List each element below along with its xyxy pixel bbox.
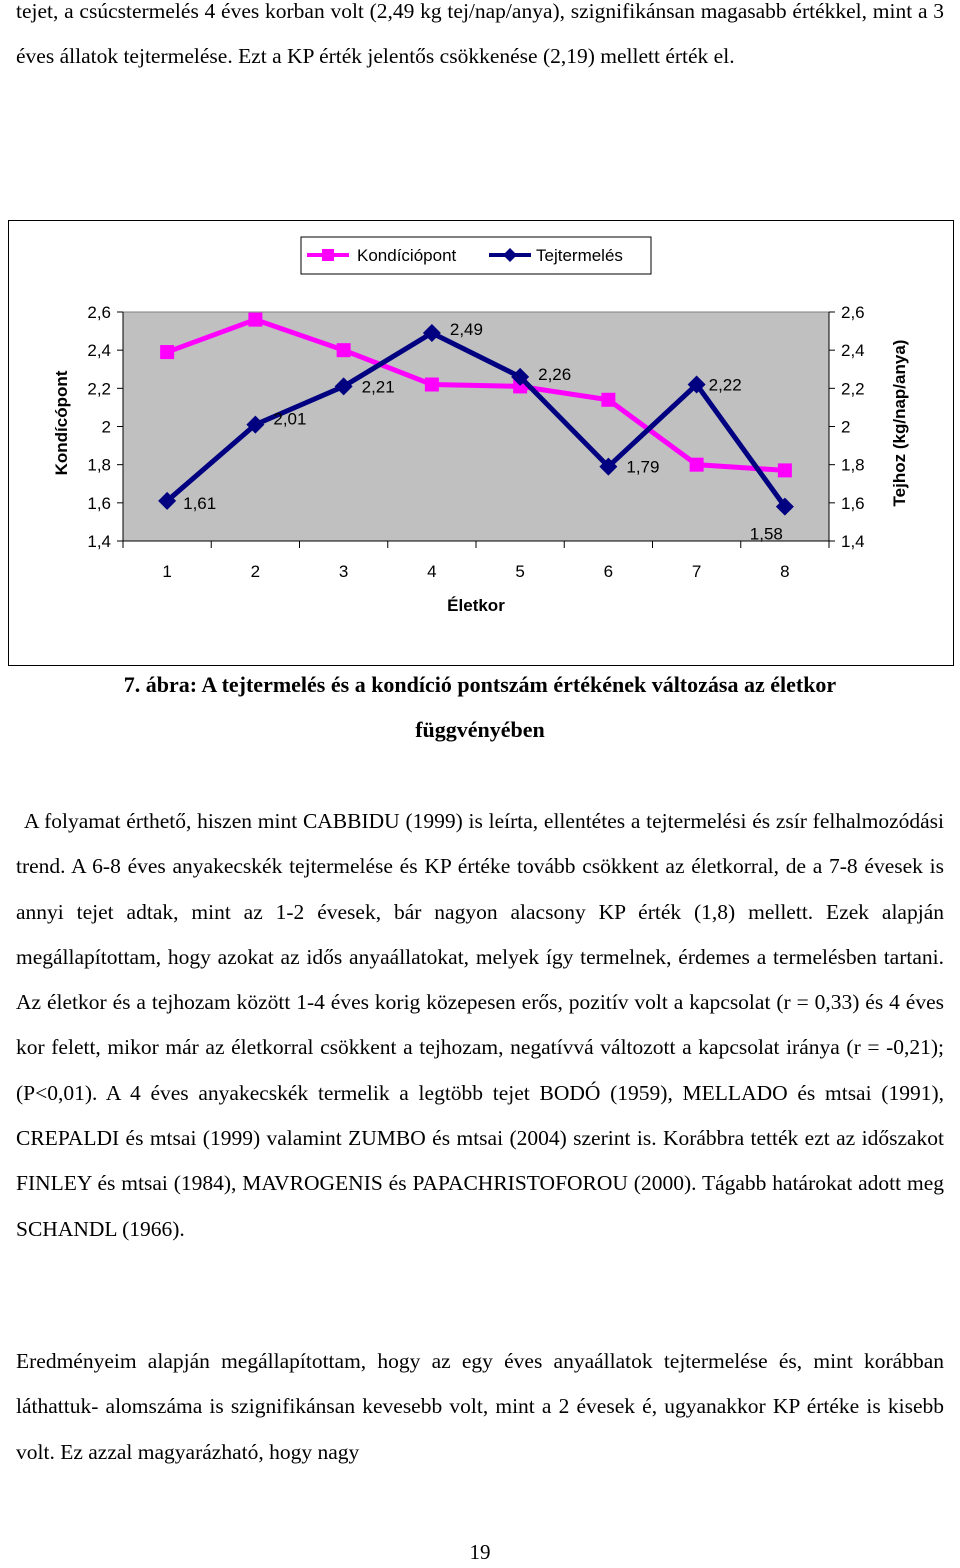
kondiciopont-point (601, 392, 616, 407)
data-label: 1,79 (626, 458, 659, 477)
legend-tej-marker (503, 248, 517, 262)
tejtermeles-point (687, 375, 706, 394)
tejtermeles-point (511, 367, 530, 386)
legend-box (300, 236, 652, 275)
data-label: 2,26 (538, 365, 571, 384)
data-label: 2,21 (362, 377, 395, 396)
y-tick-label-left: 2,6 (87, 303, 111, 322)
caption-line-1: 7. ábra: A tejtermelés és a kondíció pon… (123, 672, 837, 697)
tejtermeles-point (158, 491, 177, 510)
line-chart: Kondíciópont Tejtermelés 2,62,42,221,81,… (52, 236, 909, 615)
series-line-tejtermeles (165, 330, 787, 509)
x-tick-label: 1 (162, 562, 171, 581)
y-tick-label-right: 2,2 (841, 379, 865, 398)
y-tick-label-left: 1,4 (87, 532, 111, 551)
tejtermeles-point (422, 323, 441, 342)
y-tick-label-left: 1,8 (87, 456, 111, 475)
x-tick-label: 4 (427, 562, 436, 581)
legend-kondicio-label: Kondíciópont (357, 246, 457, 265)
y-tick-label-left: 2 (102, 418, 111, 437)
kondiciopont-point (689, 457, 704, 472)
legend-kondicio-marker (322, 249, 334, 261)
tejtermeles-point (775, 497, 794, 516)
y-tick-label-right: 2 (841, 418, 850, 437)
data-label: 1,61 (183, 494, 216, 513)
tejtermeles-point (334, 377, 353, 396)
legend: Kondíciópont Tejtermelés (300, 236, 652, 275)
x-axis-title: Életkor (447, 596, 505, 615)
y-axis-title-right: Tejhoz (kg/nap/anya) (890, 340, 909, 507)
figure-caption: 7. ábra: A tejtermelés és a kondíció pon… (16, 662, 944, 752)
intro-paragraph: tejet, a csúcstermelés 4 éves korban vol… (16, 0, 944, 69)
kondiciopont-point (777, 463, 792, 478)
y-tick-label-left: 2,2 (87, 379, 111, 398)
tejtermeles-point (599, 457, 618, 476)
x-tick-label: 3 (339, 562, 348, 581)
plot-area (122, 311, 830, 542)
x-tick-label: 7 (692, 562, 701, 581)
axes: 2,62,42,221,81,61,42,62,42,221,81,61,41 2… (87, 303, 864, 581)
data-label: 1,58 (750, 525, 783, 544)
chart-frame: Kondíciópont Tejtermelés 2,6 2,4 2,2 2 1,8 1,… (8, 220, 954, 666)
kondiciopont-point (336, 343, 351, 358)
series-line-kondiciopont (166, 316, 786, 473)
legend-tej-label: Tejtermelés (536, 246, 623, 265)
data-label: 2,49 (450, 320, 483, 339)
x-tick-label: 6 (604, 562, 613, 581)
y-tick-label-right: 1,6 (841, 494, 865, 513)
y-axis-title-left: Kondícópont (52, 370, 71, 475)
y-tick-label-left: 1,6 (87, 494, 111, 513)
y-tick-label-left: 2,4 (87, 341, 111, 360)
data-label: 2,01 (273, 410, 306, 429)
page-number: 19 (469, 1540, 491, 1564)
caption-line-2: függvényében (415, 717, 545, 742)
series-layer: 1,61 2,01 2,21 2,49 2,26 1,79 2,22 1,58 (158, 312, 794, 544)
x-tick-label: 2 (251, 562, 260, 581)
kondiciopont-point (248, 312, 263, 327)
x-tick-label: 5 (515, 562, 524, 581)
x-tick-label: 8 (780, 562, 789, 581)
body-paragraph-1: A folyamat érthető, hiszen mint CABBIDU … (16, 809, 944, 1241)
y-tick-label-right: 2,6 (841, 303, 865, 322)
tejtermeles-point (246, 415, 265, 434)
kondiciopont-point (160, 345, 175, 360)
kondiciopont-point (424, 377, 439, 392)
data-label: 2,22 (709, 376, 742, 395)
y-tick-label-right: 1,4 (841, 532, 865, 551)
body-paragraph-2: Eredményeim alapján megállapítottam, hog… (16, 1349, 944, 1464)
y-tick-label-right: 2,4 (841, 341, 865, 360)
y-tick-label-right: 1,8 (841, 456, 865, 475)
